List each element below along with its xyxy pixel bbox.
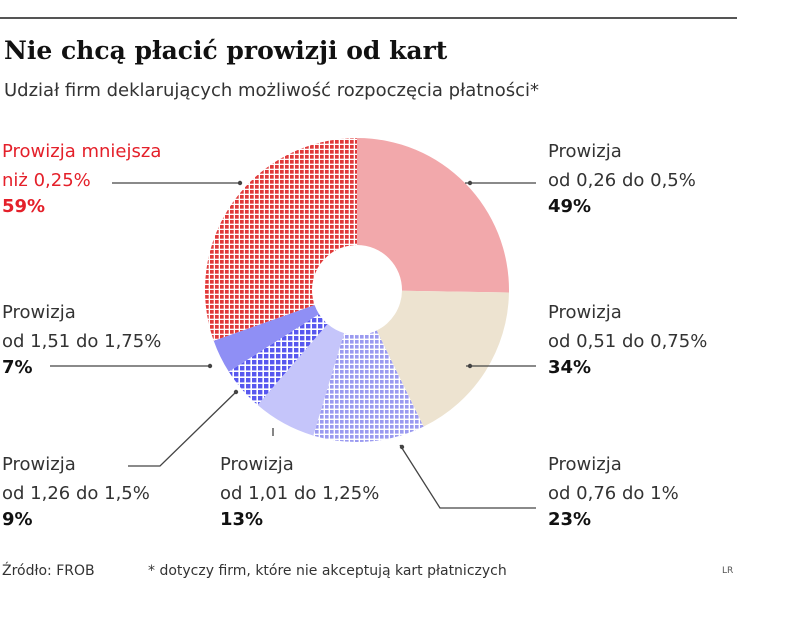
label-slice-2-line1: Prowizja bbox=[548, 302, 622, 323]
chart-subtitle: Udział firm deklarujących możliwość rozp… bbox=[4, 80, 539, 101]
label-slice-4-value: 13% bbox=[220, 509, 264, 530]
chart-title: Nie chcą płacić prowizji od kart bbox=[4, 36, 448, 65]
label-slice-6-value: 7% bbox=[2, 357, 33, 378]
leader-dot-6 bbox=[207, 363, 213, 369]
leader-dot-5 bbox=[233, 389, 239, 395]
label-slice-5-line2: od 1,26 do 1,5% bbox=[2, 483, 150, 504]
label-slice-2-value: 34% bbox=[548, 357, 592, 378]
leader-dot-1 bbox=[467, 180, 473, 186]
donut-slice-6 bbox=[213, 305, 320, 372]
label-slice-7-line1: Prowizja mniejsza bbox=[2, 141, 162, 162]
label-slice-3-value: 23% bbox=[548, 509, 592, 530]
label-slice-4-line1: Prowizja bbox=[220, 454, 294, 475]
label-slice-2: Prowizja od 0,51 do 0,75% 34% bbox=[548, 298, 707, 380]
leader-line-5 bbox=[128, 391, 237, 467]
donut-slice-5 bbox=[228, 314, 328, 406]
label-slice-1-line1: Prowizja bbox=[548, 141, 622, 162]
label-slice-3: Prowizja od 0,76 do 1% 23% bbox=[548, 450, 679, 532]
donut-slice-2 bbox=[376, 290, 509, 427]
label-slice-7-line2: niż 0,25% bbox=[2, 170, 91, 191]
label-slice-6-line2: od 1,51 do 1,75% bbox=[2, 331, 162, 352]
label-slice-5-value: 9% bbox=[2, 509, 33, 530]
label-slice-2-line2: od 0,51 do 0,75% bbox=[548, 331, 708, 352]
label-slice-1-line2: od 0,26 do 0,5% bbox=[548, 170, 696, 191]
label-slice-6-line1: Prowizja bbox=[2, 302, 76, 323]
donut-slice-3 bbox=[313, 330, 424, 442]
label-slice-7-value: 59% bbox=[2, 196, 46, 217]
top-rule bbox=[0, 17, 737, 19]
leader-line-3 bbox=[399, 444, 536, 509]
leader-dot-7 bbox=[237, 180, 243, 186]
leader-dot-3 bbox=[399, 444, 405, 450]
label-slice-5-line1: Prowizja bbox=[2, 454, 76, 475]
credit: LR bbox=[722, 566, 734, 576]
source-note: Źródło: FROB bbox=[2, 563, 95, 579]
label-slice-4: Prowizja od 1,01 do 1,25% 13% bbox=[220, 450, 379, 532]
label-slice-6: Prowizja od 1,51 do 1,75% 7% bbox=[2, 298, 161, 380]
label-slice-1: Prowizja od 0,26 do 0,5% 49% bbox=[548, 137, 696, 219]
donut-slice-7 bbox=[205, 138, 357, 341]
leader-dot-2 bbox=[467, 363, 473, 369]
label-slice-1-value: 49% bbox=[548, 196, 592, 217]
donut-slice-1 bbox=[357, 138, 510, 293]
label-slice-4-line2: od 1,01 do 1,25% bbox=[220, 483, 380, 504]
label-slice-3-line2: od 0,76 do 1% bbox=[548, 483, 679, 504]
label-slice-5: Prowizja od 1,26 do 1,5% 9% bbox=[2, 450, 150, 532]
footnote: * dotyczy firm, które nie akceptują kart… bbox=[148, 563, 507, 579]
label-slice-3-line1: Prowizja bbox=[548, 454, 622, 475]
donut-slice-4 bbox=[257, 324, 345, 436]
label-slice-7: Prowizja mniejsza niż 0,25% 59% bbox=[2, 137, 161, 219]
